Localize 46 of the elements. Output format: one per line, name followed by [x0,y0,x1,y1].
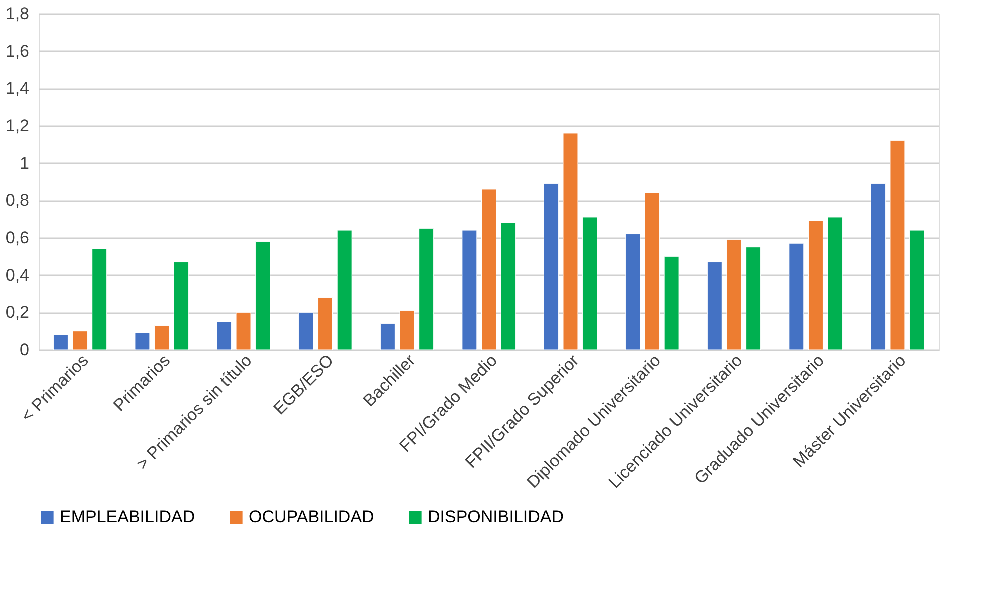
bar [380,324,396,350]
bar [808,220,824,350]
y-tick-label: 1,8 [6,4,30,24]
bar [256,241,271,350]
legend-label: DISPONIBILIDAD [428,508,564,527]
bar [482,189,496,350]
bar [174,262,189,350]
bar [828,217,843,350]
legend-label: OCUPABILIDAD [249,508,374,527]
legend-label: EMPLEABILIDAD [60,508,196,527]
bar [644,192,660,350]
y-tick-label: 0 [20,340,30,360]
y-tick-label: 0,6 [6,228,30,248]
bar [500,222,516,350]
bar [563,133,578,350]
bar [582,217,598,350]
bar [746,247,762,350]
bar [154,325,170,350]
y-tick-label: 1,4 [6,79,30,98]
y-tick-label: 1,2 [6,116,30,136]
bar [236,312,252,350]
bar [870,184,886,350]
y-tick-label: 0,8 [6,191,30,210]
y-tick-label: 1 [20,154,30,173]
bar [298,312,314,350]
bar [890,140,906,350]
bar [626,234,641,350]
bar [707,262,722,350]
bar [544,184,559,350]
y-tick-label: 1,6 [6,42,30,61]
bar [419,228,434,350]
bar [135,332,150,350]
bar [216,322,232,350]
bar [92,248,108,350]
bar [910,230,925,350]
bar [726,240,742,350]
bar [789,243,804,350]
y-tick-label: 0,4 [6,266,30,285]
y-tick-label: 0,2 [6,303,30,322]
bar [72,331,88,350]
bar [400,310,415,350]
bar [664,256,680,350]
bar [462,230,478,350]
bar [318,297,334,350]
bar [53,334,68,350]
bar [337,230,352,350]
